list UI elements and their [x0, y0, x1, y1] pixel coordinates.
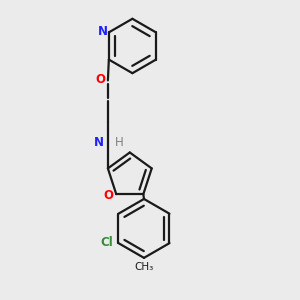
Text: N: N: [94, 136, 104, 149]
Text: O: O: [103, 189, 113, 202]
Text: O: O: [96, 73, 106, 86]
Text: N: N: [98, 25, 108, 38]
Text: CH₃: CH₃: [134, 262, 154, 272]
Text: H: H: [115, 136, 124, 149]
Text: Cl: Cl: [100, 236, 113, 249]
